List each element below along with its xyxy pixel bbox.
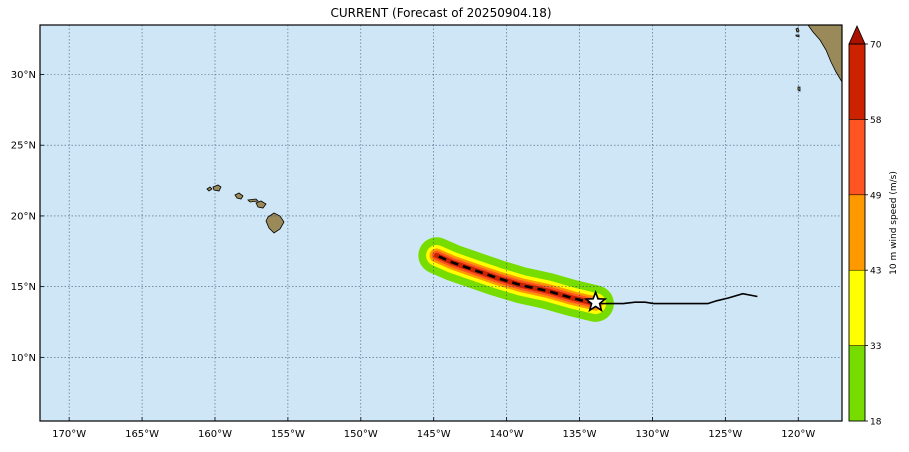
lon-tick-label: 145°W [417,429,451,440]
colorbar-bin [848,345,866,422]
storm-position-star-icon [583,289,608,313]
lon-tick-label: 160°W [198,429,232,440]
colorbar-tick-label: 49 [870,191,882,201]
lon-tick-label: 170°W [52,429,86,440]
past-storm-track [595,292,758,305]
colorbar-extend-arrow [848,25,866,45]
island-hawaii [265,212,285,234]
lon-tick-label: 130°W [635,429,669,440]
colorbar-tick-label: 58 [870,116,882,126]
colorbar-bin [848,194,866,271]
colorbar-bin [848,269,866,346]
colorbar-tick-label: 43 [870,267,881,277]
colorbar-frame [848,43,866,422]
landmass-layer [206,25,842,234]
colorbar-tick-label: 70 [870,41,882,51]
lat-tick-label: 10°N [11,353,36,364]
lon-tick-label: 120°W [781,429,815,440]
lon-tick-label: 140°W [490,429,524,440]
lat-tick-label: 20°N [11,211,36,222]
ocean-background [40,25,842,421]
colorbar-bin [848,43,866,120]
lat-tick-label: 15°N [11,282,36,293]
island-molokai [247,198,259,203]
colorbar-label: 10 m wind speed (m/s) [889,171,899,275]
colorbar-tick-label: 18 [870,418,882,428]
island-maui [255,200,267,209]
colorbar-tick-label: 33 [870,342,881,352]
colorbar-bin [848,119,866,196]
map-frame [39,24,843,422]
map-title: CURRENT (Forecast of 20250904.18) [330,6,552,20]
lon-tick-label: 165°W [125,429,159,440]
lat-tick-label: 30°N [11,70,36,81]
lon-tick-label: 125°W [708,429,742,440]
wind-speed-colorbar: 18 33 43 49 58 70 [848,25,882,428]
lon-tick-label: 135°W [563,429,597,440]
island-oahu [234,192,244,200]
baja-california-coast [807,25,842,83]
island-niihau [206,186,213,192]
storm-tracks [436,254,758,313]
lon-tick-label: 155°W [271,429,305,440]
latitude-labels: 10°N 15°N 20°N 25°N 30°N [11,70,44,364]
graticule [40,25,842,421]
forecast-storm-track [436,254,596,305]
lon-tick-label: 150°W [344,429,378,440]
longitude-labels: 170°W 165°W 160°W 155°W 150°W 145°W 140°W 135°W… [52,417,815,440]
lat-tick-label: 25°N [11,141,36,152]
